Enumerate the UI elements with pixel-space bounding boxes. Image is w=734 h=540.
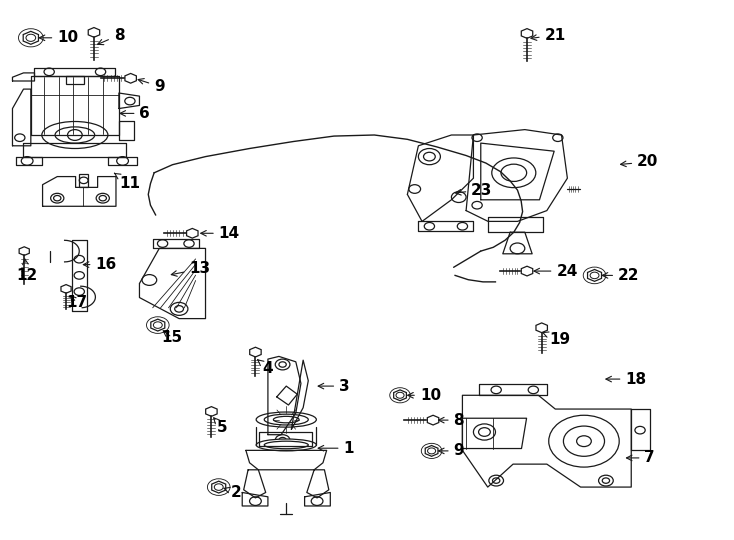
Text: 3: 3 xyxy=(318,379,349,394)
Ellipse shape xyxy=(42,122,108,148)
Text: 4: 4 xyxy=(258,360,273,376)
Polygon shape xyxy=(393,390,407,401)
Text: 6: 6 xyxy=(120,106,150,121)
Polygon shape xyxy=(427,415,439,425)
Text: 9: 9 xyxy=(138,79,164,94)
Text: 5: 5 xyxy=(214,418,228,435)
Text: 13: 13 xyxy=(171,261,211,276)
Polygon shape xyxy=(206,407,217,416)
Text: 21: 21 xyxy=(531,28,566,43)
Text: 2: 2 xyxy=(224,485,242,500)
Text: 8: 8 xyxy=(98,28,124,45)
Bar xyxy=(79,174,88,187)
Polygon shape xyxy=(186,228,198,238)
Text: 18: 18 xyxy=(606,372,647,387)
Text: 1: 1 xyxy=(318,441,354,456)
Polygon shape xyxy=(521,266,533,276)
Polygon shape xyxy=(250,347,261,357)
Polygon shape xyxy=(150,319,165,331)
Text: 15: 15 xyxy=(161,330,183,345)
Ellipse shape xyxy=(256,412,316,427)
Ellipse shape xyxy=(55,127,95,143)
Text: 17: 17 xyxy=(66,295,87,310)
Text: 11: 11 xyxy=(115,173,141,191)
Polygon shape xyxy=(587,269,602,281)
Text: 16: 16 xyxy=(83,257,117,272)
Text: 7: 7 xyxy=(626,450,655,465)
Polygon shape xyxy=(23,31,38,44)
Polygon shape xyxy=(61,285,71,293)
Text: 24: 24 xyxy=(534,264,578,279)
Text: 22: 22 xyxy=(602,268,639,283)
Text: 12: 12 xyxy=(16,259,37,283)
Polygon shape xyxy=(521,29,533,38)
Text: 8: 8 xyxy=(438,413,464,428)
Ellipse shape xyxy=(256,439,316,451)
Text: 19: 19 xyxy=(543,332,570,347)
Polygon shape xyxy=(211,481,226,493)
Polygon shape xyxy=(88,28,100,37)
Polygon shape xyxy=(425,446,438,456)
Text: 10: 10 xyxy=(407,388,441,403)
Text: 9: 9 xyxy=(438,443,464,458)
Text: 14: 14 xyxy=(200,226,240,241)
Polygon shape xyxy=(536,323,548,333)
Polygon shape xyxy=(125,73,137,83)
Text: 23: 23 xyxy=(455,183,493,198)
Ellipse shape xyxy=(492,158,536,188)
Text: 10: 10 xyxy=(39,30,79,45)
Polygon shape xyxy=(19,247,29,255)
Text: 20: 20 xyxy=(620,154,658,170)
Circle shape xyxy=(68,130,82,140)
Bar xyxy=(66,76,84,84)
